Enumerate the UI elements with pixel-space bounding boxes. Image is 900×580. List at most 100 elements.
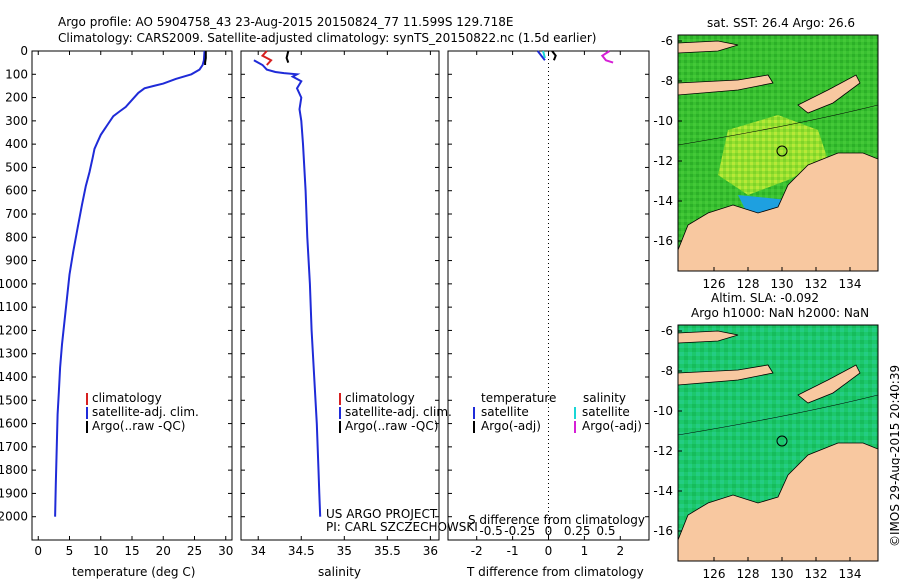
legend-satellite: satellite-adj. clim. bbox=[92, 405, 199, 419]
x-tick-label: 0 bbox=[34, 544, 42, 558]
legend-argo-t: Argo(-adj) bbox=[481, 419, 541, 433]
legend-sat-t: satellite bbox=[481, 405, 529, 419]
x-tick-label: 34 bbox=[251, 544, 266, 558]
page-title-line2: Climatology: CARS2009. Satellite-adjuste… bbox=[58, 31, 597, 45]
series-line-satellite-adj-clim- bbox=[54, 50, 206, 517]
y-tick-label: 800 bbox=[5, 230, 28, 244]
y-tick-label: 1300 bbox=[0, 347, 28, 361]
x-axis-label-t-diff: T difference from climatology bbox=[467, 565, 644, 579]
map-float-marker bbox=[776, 435, 788, 447]
series-line-satellite-t bbox=[536, 50, 546, 61]
map-x-tick-label: 128 bbox=[737, 277, 760, 291]
map-contour bbox=[678, 104, 878, 146]
x-axis-label-s-diff: S difference from climatology bbox=[468, 513, 645, 527]
map-sst bbox=[678, 35, 878, 271]
series-line-argo-raw-qc- bbox=[285, 50, 290, 63]
map-land-islands bbox=[678, 74, 774, 96]
map-land-timor bbox=[797, 364, 861, 404]
x-tick-label: 35.5 bbox=[374, 544, 401, 558]
series-line-argo-s bbox=[600, 50, 614, 64]
map-land-australia bbox=[678, 442, 878, 561]
map-x-tick-label: 126 bbox=[703, 567, 726, 580]
x-axis-label-salinity: salinity bbox=[318, 565, 362, 579]
y-tick-label: 1100 bbox=[0, 300, 28, 314]
page-title-line1: Argo profile: AO 5904758_43 23-Aug-2015 … bbox=[58, 15, 514, 29]
legend-salinity-heading: salinity bbox=[583, 391, 627, 405]
x-tick-label: 25 bbox=[187, 544, 202, 558]
y-tick-label: 1200 bbox=[0, 323, 28, 337]
x-tick-label: 15 bbox=[124, 544, 139, 558]
y-tick-label: 500 bbox=[5, 160, 28, 174]
map-x-tick-label: 130 bbox=[771, 567, 794, 580]
map-sla-title2: Argo h1000: NaN h2000: NaN bbox=[691, 306, 870, 320]
map-land-australia bbox=[678, 152, 878, 271]
x-tick-label: 35 bbox=[337, 544, 352, 558]
map-frame-sst bbox=[677, 34, 879, 272]
y-tick-label: 200 bbox=[5, 91, 28, 105]
x-tick-label: -2 bbox=[471, 544, 483, 558]
x2-tick-label: 0.25 bbox=[564, 524, 591, 538]
y-tick-label: 0 bbox=[20, 44, 28, 58]
map-float-marker bbox=[776, 145, 788, 157]
map-y-tick-label: -10 bbox=[653, 404, 673, 418]
y-tick-label: 1700 bbox=[0, 440, 28, 454]
map-frame-sla bbox=[677, 324, 879, 562]
map-x-tick-label: 130 bbox=[771, 277, 794, 291]
legend-argo: Argo(..raw -QC) bbox=[92, 419, 186, 433]
map-y-tick-label: -8 bbox=[661, 74, 673, 88]
annotation-pi: PI: CARL SZCZECHOWSKI bbox=[326, 520, 478, 534]
x-tick-label: 0 bbox=[545, 544, 553, 558]
legend-argo-s: Argo(-adj) bbox=[582, 419, 642, 433]
series-line-satellite-s bbox=[542, 50, 546, 59]
map-land-flores bbox=[678, 330, 739, 344]
map-sst-title: sat. SST: 26.4 Argo: 26.6 bbox=[707, 16, 856, 30]
x-tick-label: 1 bbox=[581, 544, 589, 558]
legend-temperature-heading: temperature bbox=[481, 391, 557, 405]
x-tick-label: 36 bbox=[423, 544, 438, 558]
legend-sat-s: satellite bbox=[582, 405, 630, 419]
x2-tick-label: -0.25 bbox=[504, 524, 535, 538]
map-sla bbox=[678, 325, 878, 561]
legend-argo-s-swatch bbox=[574, 421, 576, 433]
y-tick-label: 1800 bbox=[0, 463, 28, 477]
y-tick-label: 700 bbox=[5, 207, 28, 221]
map-x-tick-label: 132 bbox=[805, 277, 828, 291]
legend-satellite-swatch bbox=[86, 407, 88, 419]
y-tick-label: 1900 bbox=[0, 486, 28, 500]
legend-argo: Argo(..raw -QC) bbox=[345, 419, 439, 433]
map-sla-title1: Altim. SLA: -0.092 bbox=[711, 291, 820, 305]
map-x-tick-label: 132 bbox=[805, 567, 828, 580]
plot-frame-0 bbox=[31, 50, 233, 541]
y-tick-label: 400 bbox=[5, 137, 28, 151]
map-y-tick-label: -10 bbox=[653, 114, 673, 128]
map-x-tick-label: 126 bbox=[703, 277, 726, 291]
legend-sat-s-swatch bbox=[574, 407, 576, 419]
x-tick-label: 10 bbox=[93, 544, 108, 558]
map-y-tick-label: -12 bbox=[653, 154, 673, 168]
legend-satellite: satellite-adj. clim. bbox=[345, 405, 452, 419]
map-x-tick-label: 128 bbox=[737, 567, 760, 580]
map-land-timor bbox=[797, 74, 861, 114]
x-tick-label: 5 bbox=[66, 544, 74, 558]
credit-text: ©IMOS 29-Aug-2015 20:40:39 bbox=[888, 364, 900, 547]
series-line-argo-t bbox=[551, 50, 557, 61]
plot-frame-1 bbox=[240, 50, 440, 541]
x2-tick-label: -0.5 bbox=[479, 524, 502, 538]
y-tick-label: 1000 bbox=[0, 277, 28, 291]
y-tick-label: 2000 bbox=[0, 510, 28, 524]
map-y-tick-label: -14 bbox=[653, 194, 673, 208]
series-line-satellite-adj-clim- bbox=[253, 59, 322, 517]
y-tick-label: 100 bbox=[5, 67, 28, 81]
x-tick-label: -1 bbox=[507, 544, 519, 558]
map-y-tick-label: -12 bbox=[653, 444, 673, 458]
series-line-climatology bbox=[260, 50, 273, 66]
y-tick-label: 1400 bbox=[0, 370, 28, 384]
map-y-tick-label: -6 bbox=[661, 34, 673, 48]
map-land-islands bbox=[678, 364, 774, 386]
x-tick-label: 34.5 bbox=[288, 544, 315, 558]
x-tick-label: 2 bbox=[616, 544, 624, 558]
legend-climatology: climatology bbox=[345, 391, 415, 405]
map-y-tick-label: -16 bbox=[653, 234, 673, 248]
map-land-flores bbox=[678, 40, 739, 54]
